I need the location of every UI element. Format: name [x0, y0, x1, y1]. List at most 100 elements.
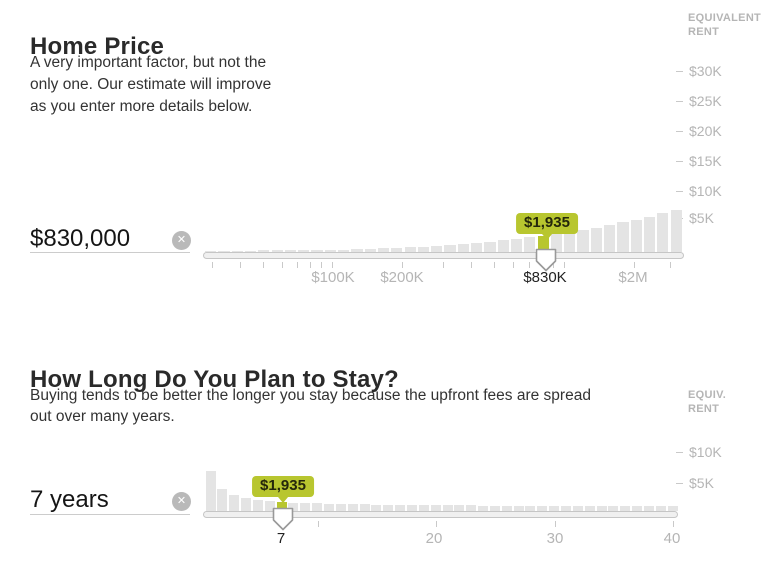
slider-handle[interactable]	[535, 248, 557, 272]
description-line: only one. Our estimate will improve	[30, 76, 272, 93]
histogram-bar[interactable]	[643, 506, 654, 511]
histogram-bar[interactable]	[513, 505, 524, 511]
histogram-bar[interactable]	[604, 225, 616, 252]
histogram-bar[interactable]	[298, 250, 310, 252]
histogram-bar[interactable]	[377, 248, 390, 252]
histogram-bar[interactable]	[484, 241, 496, 252]
slider-track[interactable]	[203, 252, 684, 259]
histogram-bar[interactable]	[404, 247, 416, 252]
histogram-bar[interactable]	[466, 505, 477, 511]
histogram-bar[interactable]	[564, 231, 576, 252]
histogram-bar[interactable]	[288, 502, 299, 511]
histogram-bar[interactable]	[312, 503, 323, 511]
histogram-bar[interactable]	[577, 229, 589, 252]
rent-axis-tick	[676, 131, 683, 132]
histogram-bar[interactable]	[395, 504, 406, 511]
axis-title-line: RENT	[688, 403, 720, 415]
histogram-bar[interactable]	[359, 504, 370, 511]
stay-length-input[interactable]: 7 years	[30, 486, 109, 513]
histogram-bar[interactable]	[430, 505, 441, 511]
histogram-bar[interactable]	[489, 505, 500, 511]
histogram-bar[interactable]	[271, 250, 283, 252]
histogram-bar[interactable]	[276, 501, 287, 511]
histogram-bar[interactable]	[525, 505, 536, 511]
description-line: as you enter more details below.	[30, 98, 253, 115]
histogram-bar[interactable]	[229, 495, 240, 511]
slider-track[interactable]	[203, 511, 678, 518]
histogram-bar[interactable]	[442, 505, 453, 511]
histogram-bar[interactable]	[418, 505, 429, 511]
histogram-bar[interactable]	[431, 245, 443, 252]
histogram-bar[interactable]	[218, 250, 230, 252]
histogram-bar[interactable]	[383, 504, 394, 511]
histogram-bar[interactable]	[561, 505, 571, 511]
histogram-bar[interactable]	[205, 250, 217, 252]
histogram-bar[interactable]	[258, 250, 270, 252]
histogram-bar[interactable]	[630, 219, 642, 252]
histogram-bar[interactable]	[311, 250, 323, 252]
histogram-bar[interactable]	[284, 250, 297, 252]
histogram-bar[interactable]	[347, 504, 358, 511]
rent-axis-tick-label: $5K	[689, 210, 714, 226]
histogram-bar[interactable]	[549, 505, 560, 511]
histogram-bar[interactable]	[324, 249, 336, 252]
histogram-bar[interactable]	[657, 213, 669, 252]
histogram-bar[interactable]	[524, 237, 536, 252]
histogram-bar[interactable]	[596, 505, 607, 511]
histogram-bar[interactable]	[550, 233, 563, 252]
histogram-bar[interactable]	[537, 505, 548, 511]
histogram-bar[interactable]	[338, 249, 350, 252]
rent-axis-tick	[676, 71, 683, 72]
rent-axis-tick	[676, 452, 683, 453]
axis-tick	[282, 262, 283, 268]
histogram-bar[interactable]	[252, 499, 263, 511]
histogram-bar[interactable]	[335, 504, 346, 511]
histogram-bar[interactable]	[572, 505, 583, 511]
axis-tick	[494, 262, 495, 268]
histogram-bar[interactable]	[632, 506, 643, 511]
histogram-bar[interactable]	[478, 505, 489, 511]
histogram-bar[interactable]	[444, 245, 456, 252]
axis-tick	[553, 262, 554, 268]
histogram-bar[interactable]	[406, 505, 417, 511]
slider-handle[interactable]	[272, 507, 294, 531]
stay-length-title: How Long Do You Plan to Stay?	[30, 366, 399, 394]
histogram-bar[interactable]	[670, 210, 682, 252]
histogram-bar[interactable]	[244, 250, 257, 252]
histogram-bar[interactable]	[510, 239, 523, 252]
histogram-bar[interactable]	[241, 498, 252, 511]
histogram-bar[interactable]	[217, 489, 228, 511]
histogram-bar[interactable]	[391, 247, 403, 252]
histogram-bar[interactable]	[364, 248, 376, 252]
histogram-bar[interactable]	[655, 506, 666, 511]
histogram-bar[interactable]	[497, 240, 509, 252]
histogram-bar[interactable]	[417, 246, 430, 252]
histogram-bar[interactable]	[667, 506, 678, 511]
histogram-bar[interactable]	[324, 503, 334, 511]
histogram-bar[interactable]	[584, 505, 595, 511]
home-price-description: A very important factor, but not the onl…	[30, 52, 271, 118]
axis-tick	[513, 262, 514, 268]
axis-tick	[564, 262, 565, 268]
histogram-bar[interactable]	[231, 250, 243, 252]
histogram-bar[interactable]	[205, 471, 216, 511]
home-price-input[interactable]: $830,000	[30, 225, 131, 252]
histogram-bar[interactable]	[537, 235, 549, 252]
histogram-bar[interactable]	[617, 222, 629, 252]
histogram-bar[interactable]	[264, 501, 275, 511]
histogram-bar[interactable]	[457, 244, 469, 252]
histogram-bar[interactable]	[608, 506, 619, 511]
rent-axis-tick-label: $20K	[689, 123, 722, 139]
histogram-bar[interactable]	[643, 216, 656, 252]
histogram-bar[interactable]	[620, 506, 631, 511]
histogram-bar[interactable]	[590, 227, 602, 252]
clear-circle-x-icon[interactable]: ✕	[172, 492, 191, 511]
histogram-bar[interactable]	[371, 504, 382, 511]
histogram-bar[interactable]	[501, 505, 512, 511]
clear-circle-x-icon[interactable]: ✕	[172, 231, 191, 250]
histogram-bar[interactable]	[351, 249, 363, 252]
histogram-bar[interactable]	[300, 503, 311, 511]
axis-tick	[436, 521, 437, 527]
histogram-bar[interactable]	[454, 505, 465, 511]
histogram-bar[interactable]	[471, 242, 483, 252]
